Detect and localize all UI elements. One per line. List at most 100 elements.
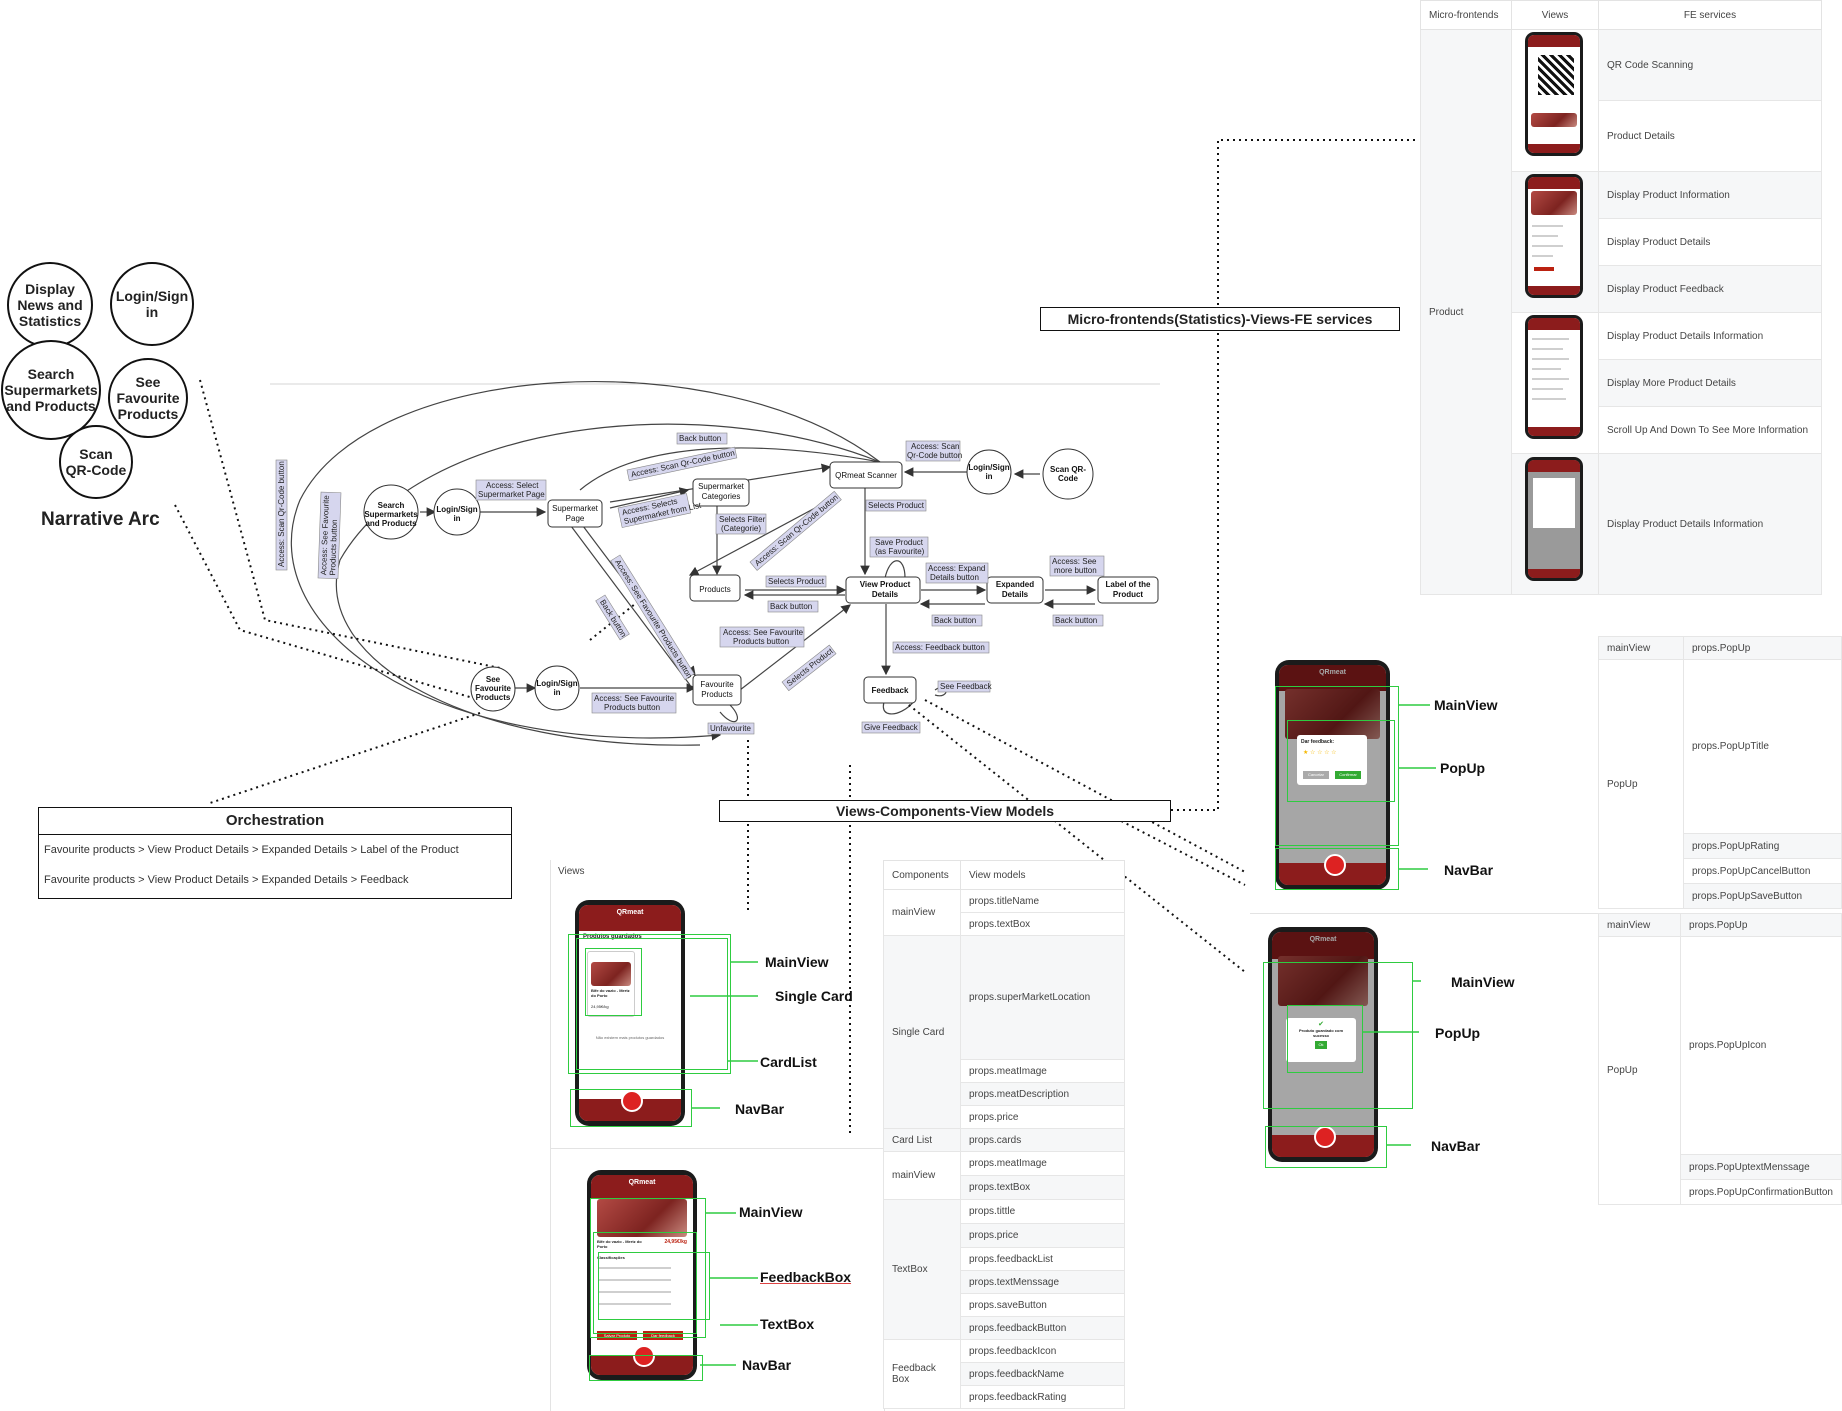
vcvm-model: props.feedbackList bbox=[960, 1247, 1125, 1271]
popups-divider bbox=[1250, 913, 1842, 914]
svg-text:Categories: Categories bbox=[702, 492, 741, 501]
box-popup2-main bbox=[1263, 962, 1413, 1109]
box-popup1-nav bbox=[1275, 848, 1399, 890]
vcvm-model: props.textBox bbox=[960, 1175, 1125, 1200]
mfe-group: Product bbox=[1420, 29, 1512, 595]
svg-text:Access: See Favourite Products: Access: See Favourite Products button bbox=[613, 558, 694, 680]
product-title: Bife do vazio - Mertz do Porto bbox=[597, 1239, 642, 1249]
svg-text:Selects Product: Selects Product bbox=[785, 646, 835, 688]
box-popup2-nav bbox=[1265, 1126, 1387, 1168]
popup-saved: ✔ Produto guardado com sucesso Ok bbox=[1286, 1018, 1356, 1062]
empty-message: Não existem mais produtos guardados bbox=[595, 1035, 665, 1040]
mfe-service: Display Product Details Information bbox=[1598, 312, 1822, 360]
label-cardlist: CardList bbox=[760, 1054, 817, 1070]
mfe-table: Micro-frontends Views FE services Product Q… bbox=[1420, 0, 1822, 595]
vcvm-views-header: Views bbox=[558, 866, 585, 877]
mfe-phone-details bbox=[1525, 174, 1583, 298]
svg-text:Favourite: Favourite bbox=[475, 684, 512, 693]
label-popup2-popup: PopUp bbox=[1435, 1025, 1481, 1041]
popup-confirm-button[interactable]: Confirmar bbox=[1335, 771, 1361, 779]
svg-text:Access: Expand: Access: Expand bbox=[928, 564, 985, 573]
phone-header: Produtos guardados bbox=[583, 933, 642, 940]
svg-text:Access: Scan Qr-Code button: Access: Scan Qr-Code button bbox=[277, 461, 286, 567]
node-label: Label of the bbox=[1106, 580, 1151, 589]
mfe-service: Display Product Feedback bbox=[1598, 265, 1822, 313]
phone-product-details: QRmeat Bife do vazio - Mertz do Porto 24… bbox=[587, 1170, 697, 1380]
popup1-model: props.PopUpSaveButton bbox=[1683, 883, 1842, 909]
svg-text:Access: Feedback button: Access: Feedback button bbox=[895, 643, 985, 652]
phone-app-title: QRmeat bbox=[579, 905, 681, 931]
vcvm-model: props.tittle bbox=[960, 1199, 1125, 1224]
svg-text:Selects Product: Selects Product bbox=[868, 501, 925, 510]
label-navbar-2: NavBar bbox=[742, 1357, 792, 1373]
popup2-main-model: props.PopUp bbox=[1680, 913, 1842, 937]
orchestration-row-1: Favourite products > View Product Detail… bbox=[44, 844, 459, 856]
node-qrmeat-scanner: QRmeat Scanner bbox=[835, 471, 897, 480]
card-price: 24,95€/kg bbox=[591, 1004, 609, 1009]
svg-text:Save Product: Save Product bbox=[875, 538, 924, 547]
mfe-header: FE services bbox=[1598, 0, 1822, 30]
box-navbar bbox=[570, 1089, 692, 1127]
popup2-comp: PopUp bbox=[1597, 936, 1682, 1205]
svg-text:Products: Products bbox=[701, 690, 733, 699]
popup1-model: props.PopUpTitle bbox=[1683, 659, 1842, 834]
vcvm-components-header: Components bbox=[883, 860, 961, 890]
box-cardlist bbox=[576, 938, 728, 1070]
circle-label: Scan QR-Code bbox=[65, 446, 127, 478]
orchestration-row-2: Favourite products > View Product Detail… bbox=[44, 874, 409, 886]
node-scan-qr: Scan QR- bbox=[1050, 465, 1086, 474]
save-product-button[interactable]: Salvar Produto bbox=[597, 1331, 637, 1340]
mfe-phone-qr bbox=[1525, 32, 1583, 156]
svg-text:more button: more button bbox=[1054, 566, 1097, 575]
vcvm-comp: mainView bbox=[883, 889, 961, 936]
svg-text:Back button: Back button bbox=[598, 598, 628, 639]
node-view-details: View Product bbox=[860, 580, 911, 589]
svg-text:Back button: Back button bbox=[934, 616, 976, 625]
popup2-arrows bbox=[1363, 980, 1421, 1146]
vcvm-model: props.meatDescription bbox=[960, 1082, 1125, 1106]
box-mainview-2 bbox=[590, 1198, 706, 1338]
popup-table-2: mainView props.PopUp PopUp props.PopUpIcon… bbox=[1597, 913, 1842, 1205]
vcvm-model: props.cards bbox=[960, 1128, 1125, 1152]
circle-label: Display News and Statistics bbox=[17, 281, 83, 329]
box-popup1-main bbox=[1275, 686, 1399, 846]
popup2-main: mainView bbox=[1597, 913, 1682, 937]
popup1-model: props.PopUpCancelButton bbox=[1683, 858, 1842, 884]
svg-text:Products: Products bbox=[476, 693, 511, 702]
section-title: Classificações bbox=[597, 1255, 625, 1260]
popup1-comp: PopUp bbox=[1598, 659, 1684, 909]
svg-text:Access: See: Access: See bbox=[1052, 557, 1097, 566]
mfe-phone-info bbox=[1525, 457, 1583, 581]
svg-text:Back button: Back button bbox=[679, 434, 721, 443]
mfe-header: Micro-frontends bbox=[1420, 0, 1512, 30]
label-mainview-2: MainView bbox=[739, 1204, 803, 1220]
mfe-service: Scroll Up And Down To See More Informati… bbox=[1598, 406, 1822, 454]
node-see-fav: See bbox=[486, 675, 501, 684]
label-mainview: MainView bbox=[765, 954, 829, 970]
node-login-top: Login/Sign bbox=[436, 505, 477, 514]
single-card: Bife do vazio - Mertz do Porto 24,95€/kg bbox=[587, 951, 635, 1017]
svg-text:Access: Scan Qr-Code button: Access: Scan Qr-Code button bbox=[630, 448, 735, 479]
vcvm-model: props.textMenssage bbox=[960, 1270, 1125, 1294]
popup-ok-button[interactable]: Ok bbox=[1315, 1041, 1327, 1049]
popup-cancel-button[interactable]: Cancelar bbox=[1303, 771, 1329, 779]
box-textbox bbox=[593, 1232, 697, 1334]
label-popup1-main: MainView bbox=[1434, 697, 1498, 713]
node-login-right: Login/Sign bbox=[968, 463, 1009, 472]
popup-title: Dar feedback: bbox=[1301, 739, 1335, 745]
svg-text:(as Favourite): (as Favourite) bbox=[875, 547, 925, 556]
orchestration-box: Orchestration Favourite products > View … bbox=[38, 807, 512, 899]
mfe-service: Product Details bbox=[1598, 100, 1822, 172]
mfe-header: Views bbox=[1511, 0, 1599, 30]
svg-text:Details: Details bbox=[872, 590, 899, 599]
node-favourite: Favourite bbox=[700, 680, 734, 689]
mfe-phone-more bbox=[1525, 315, 1583, 439]
label-textbox: TextBox bbox=[760, 1316, 815, 1332]
svg-text:(Categorie): (Categorie) bbox=[721, 524, 761, 533]
svg-text:Details: Details bbox=[1002, 590, 1029, 599]
phone1-arrows bbox=[690, 961, 758, 1109]
vcvm-model: props.feedbackName bbox=[960, 1362, 1125, 1386]
svg-text:Details button: Details button bbox=[930, 573, 979, 582]
give-feedback-button[interactable]: Dar feedback bbox=[643, 1331, 683, 1340]
box-feedbackbox bbox=[598, 1252, 710, 1320]
